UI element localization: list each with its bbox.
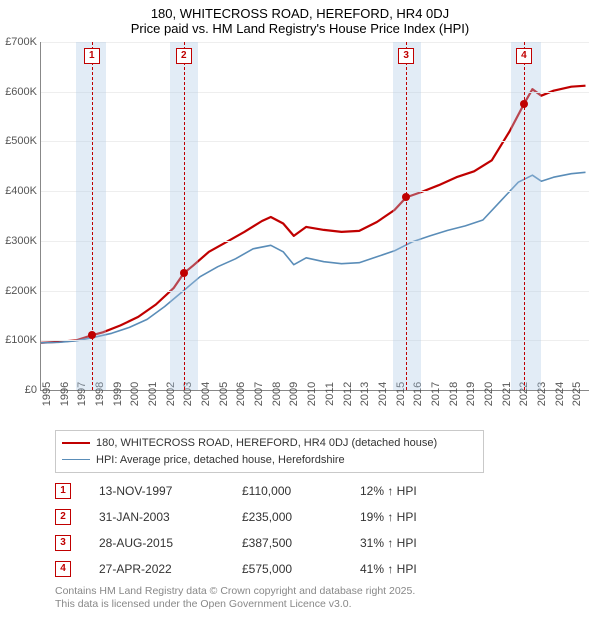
x-axis-label: 2000: [129, 382, 141, 406]
x-axis-label: 2020: [483, 382, 495, 406]
transaction-dot: [520, 100, 528, 108]
row-price: £387,500: [242, 536, 332, 550]
title-subtitle: Price paid vs. HM Land Registry's House …: [0, 21, 600, 36]
chart-plot-area: £0£100K£200K£300K£400K£500K£600K£700K199…: [40, 42, 589, 391]
x-axis-label: 2009: [288, 382, 300, 406]
x-axis-label: 2018: [448, 382, 460, 406]
legend-row-hpi: HPI: Average price, detached house, Here…: [62, 452, 477, 469]
y-axis-label: £0: [25, 384, 37, 396]
y-gridline: [41, 141, 589, 142]
table-row: 3 28-AUG-2015 £387,500 31% ↑ HPI: [55, 530, 470, 556]
line-hpi: [41, 172, 586, 342]
x-axis-label: 2013: [359, 382, 371, 406]
row-pct: 31% ↑ HPI: [360, 536, 470, 550]
row-date: 27-APR-2022: [99, 562, 214, 576]
y-axis-label: £300K: [5, 235, 37, 247]
y-axis-label: £200K: [5, 285, 37, 297]
y-gridline: [41, 92, 589, 93]
y-axis-label: £100K: [5, 334, 37, 346]
x-axis-label: 2007: [253, 382, 265, 406]
x-axis-label: 2011: [324, 382, 336, 406]
x-axis-label: 2004: [200, 382, 212, 406]
legend-swatch-hpi: [62, 459, 90, 460]
x-axis-label: 1996: [59, 382, 71, 406]
legend-row-property: 180, WHITECROSS ROAD, HEREFORD, HR4 0DJ …: [62, 435, 477, 452]
row-pct: 19% ↑ HPI: [360, 510, 470, 524]
transaction-dot: [88, 331, 96, 339]
title-address: 180, WHITECROSS ROAD, HEREFORD, HR4 0DJ: [0, 6, 600, 21]
chart-lines-svg: [41, 42, 589, 390]
legend-label-hpi: HPI: Average price, detached house, Here…: [96, 452, 345, 469]
transaction-vline: [524, 42, 525, 390]
x-axis-label: 2014: [377, 382, 389, 406]
row-marker: 3: [55, 535, 71, 551]
transaction-vline: [406, 42, 407, 390]
row-pct: 12% ↑ HPI: [360, 484, 470, 498]
row-marker: 4: [55, 561, 71, 577]
highlight-band: [511, 42, 541, 390]
title-block: 180, WHITECROSS ROAD, HEREFORD, HR4 0DJ …: [0, 0, 600, 36]
x-axis-label: 1995: [41, 382, 53, 406]
y-axis-label: £500K: [5, 135, 37, 147]
y-gridline: [41, 340, 589, 341]
y-axis-label: £700K: [5, 36, 37, 48]
legend-swatch-property: [62, 442, 90, 444]
footer-line1: Contains HM Land Registry data © Crown c…: [55, 585, 415, 599]
y-axis-label: £400K: [5, 185, 37, 197]
y-gridline: [41, 191, 589, 192]
row-price: £575,000: [242, 562, 332, 576]
x-axis-label: 2012: [342, 382, 354, 406]
y-gridline: [41, 42, 589, 43]
transaction-marker: 2: [176, 48, 192, 64]
y-axis-label: £600K: [5, 86, 37, 98]
footer-attribution: Contains HM Land Registry data © Crown c…: [55, 585, 415, 612]
transaction-marker: 3: [398, 48, 414, 64]
x-axis-label: 2006: [235, 382, 247, 406]
row-date: 31-JAN-2003: [99, 510, 214, 524]
transaction-dot: [402, 193, 410, 201]
x-axis-label: 1999: [112, 382, 124, 406]
x-axis-label: 2008: [271, 382, 283, 406]
x-axis-label: 2005: [218, 382, 230, 406]
row-date: 28-AUG-2015: [99, 536, 214, 550]
x-axis-label: 2019: [465, 382, 477, 406]
x-axis-label: 2025: [571, 382, 583, 406]
transactions-table: 1 13-NOV-1997 £110,000 12% ↑ HPI 2 31-JA…: [55, 478, 470, 582]
row-pct: 41% ↑ HPI: [360, 562, 470, 576]
chart-container: 180, WHITECROSS ROAD, HEREFORD, HR4 0DJ …: [0, 0, 600, 620]
row-date: 13-NOV-1997: [99, 484, 214, 498]
transaction-marker: 4: [516, 48, 532, 64]
transaction-dot: [180, 269, 188, 277]
row-marker: 2: [55, 509, 71, 525]
line-property: [41, 86, 586, 343]
table-row: 2 31-JAN-2003 £235,000 19% ↑ HPI: [55, 504, 470, 530]
x-axis-label: 2001: [147, 382, 159, 406]
footer-line2: This data is licensed under the Open Gov…: [55, 598, 415, 612]
transaction-vline: [184, 42, 185, 390]
y-gridline: [41, 291, 589, 292]
y-gridline: [41, 241, 589, 242]
legend-box: 180, WHITECROSS ROAD, HEREFORD, HR4 0DJ …: [55, 430, 484, 473]
x-axis-label: 2010: [306, 382, 318, 406]
x-axis-label: 2024: [554, 382, 566, 406]
row-marker: 1: [55, 483, 71, 499]
x-axis-label: 2017: [430, 382, 442, 406]
row-price: £110,000: [242, 484, 332, 498]
transaction-marker: 1: [84, 48, 100, 64]
table-row: 4 27-APR-2022 £575,000 41% ↑ HPI: [55, 556, 470, 582]
legend-label-property: 180, WHITECROSS ROAD, HEREFORD, HR4 0DJ …: [96, 435, 437, 452]
row-price: £235,000: [242, 510, 332, 524]
table-row: 1 13-NOV-1997 £110,000 12% ↑ HPI: [55, 478, 470, 504]
